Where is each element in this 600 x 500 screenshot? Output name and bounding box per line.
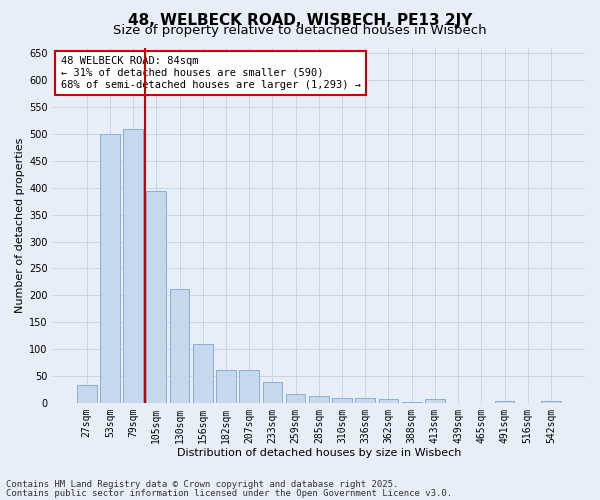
Y-axis label: Number of detached properties: Number of detached properties — [15, 138, 25, 313]
Bar — [286, 394, 305, 403]
Text: 48 WELBECK ROAD: 84sqm
← 31% of detached houses are smaller (590)
68% of semi-de: 48 WELBECK ROAD: 84sqm ← 31% of detached… — [61, 56, 361, 90]
Text: Contains HM Land Registry data © Crown copyright and database right 2025.: Contains HM Land Registry data © Crown c… — [6, 480, 398, 489]
Text: Contains public sector information licensed under the Open Government Licence v3: Contains public sector information licen… — [6, 488, 452, 498]
Bar — [494, 401, 514, 403]
Bar — [309, 396, 329, 403]
Bar — [355, 398, 375, 403]
Bar — [448, 402, 468, 403]
Bar — [425, 400, 445, 403]
Bar — [541, 401, 561, 403]
Bar — [146, 191, 166, 403]
Bar — [402, 402, 422, 403]
Text: Size of property relative to detached houses in Wisbech: Size of property relative to detached ho… — [113, 24, 487, 37]
Bar — [332, 398, 352, 403]
Bar — [379, 399, 398, 403]
Bar — [518, 402, 538, 403]
Bar — [193, 344, 212, 403]
X-axis label: Distribution of detached houses by size in Wisbech: Distribution of detached houses by size … — [176, 448, 461, 458]
Bar — [77, 386, 97, 403]
Bar — [472, 402, 491, 403]
Bar — [263, 382, 282, 403]
Text: 48, WELBECK ROAD, WISBECH, PE13 2JY: 48, WELBECK ROAD, WISBECH, PE13 2JY — [128, 12, 472, 28]
Bar — [100, 134, 120, 403]
Bar — [239, 370, 259, 403]
Bar — [170, 290, 190, 403]
Bar — [123, 129, 143, 403]
Bar — [216, 370, 236, 403]
